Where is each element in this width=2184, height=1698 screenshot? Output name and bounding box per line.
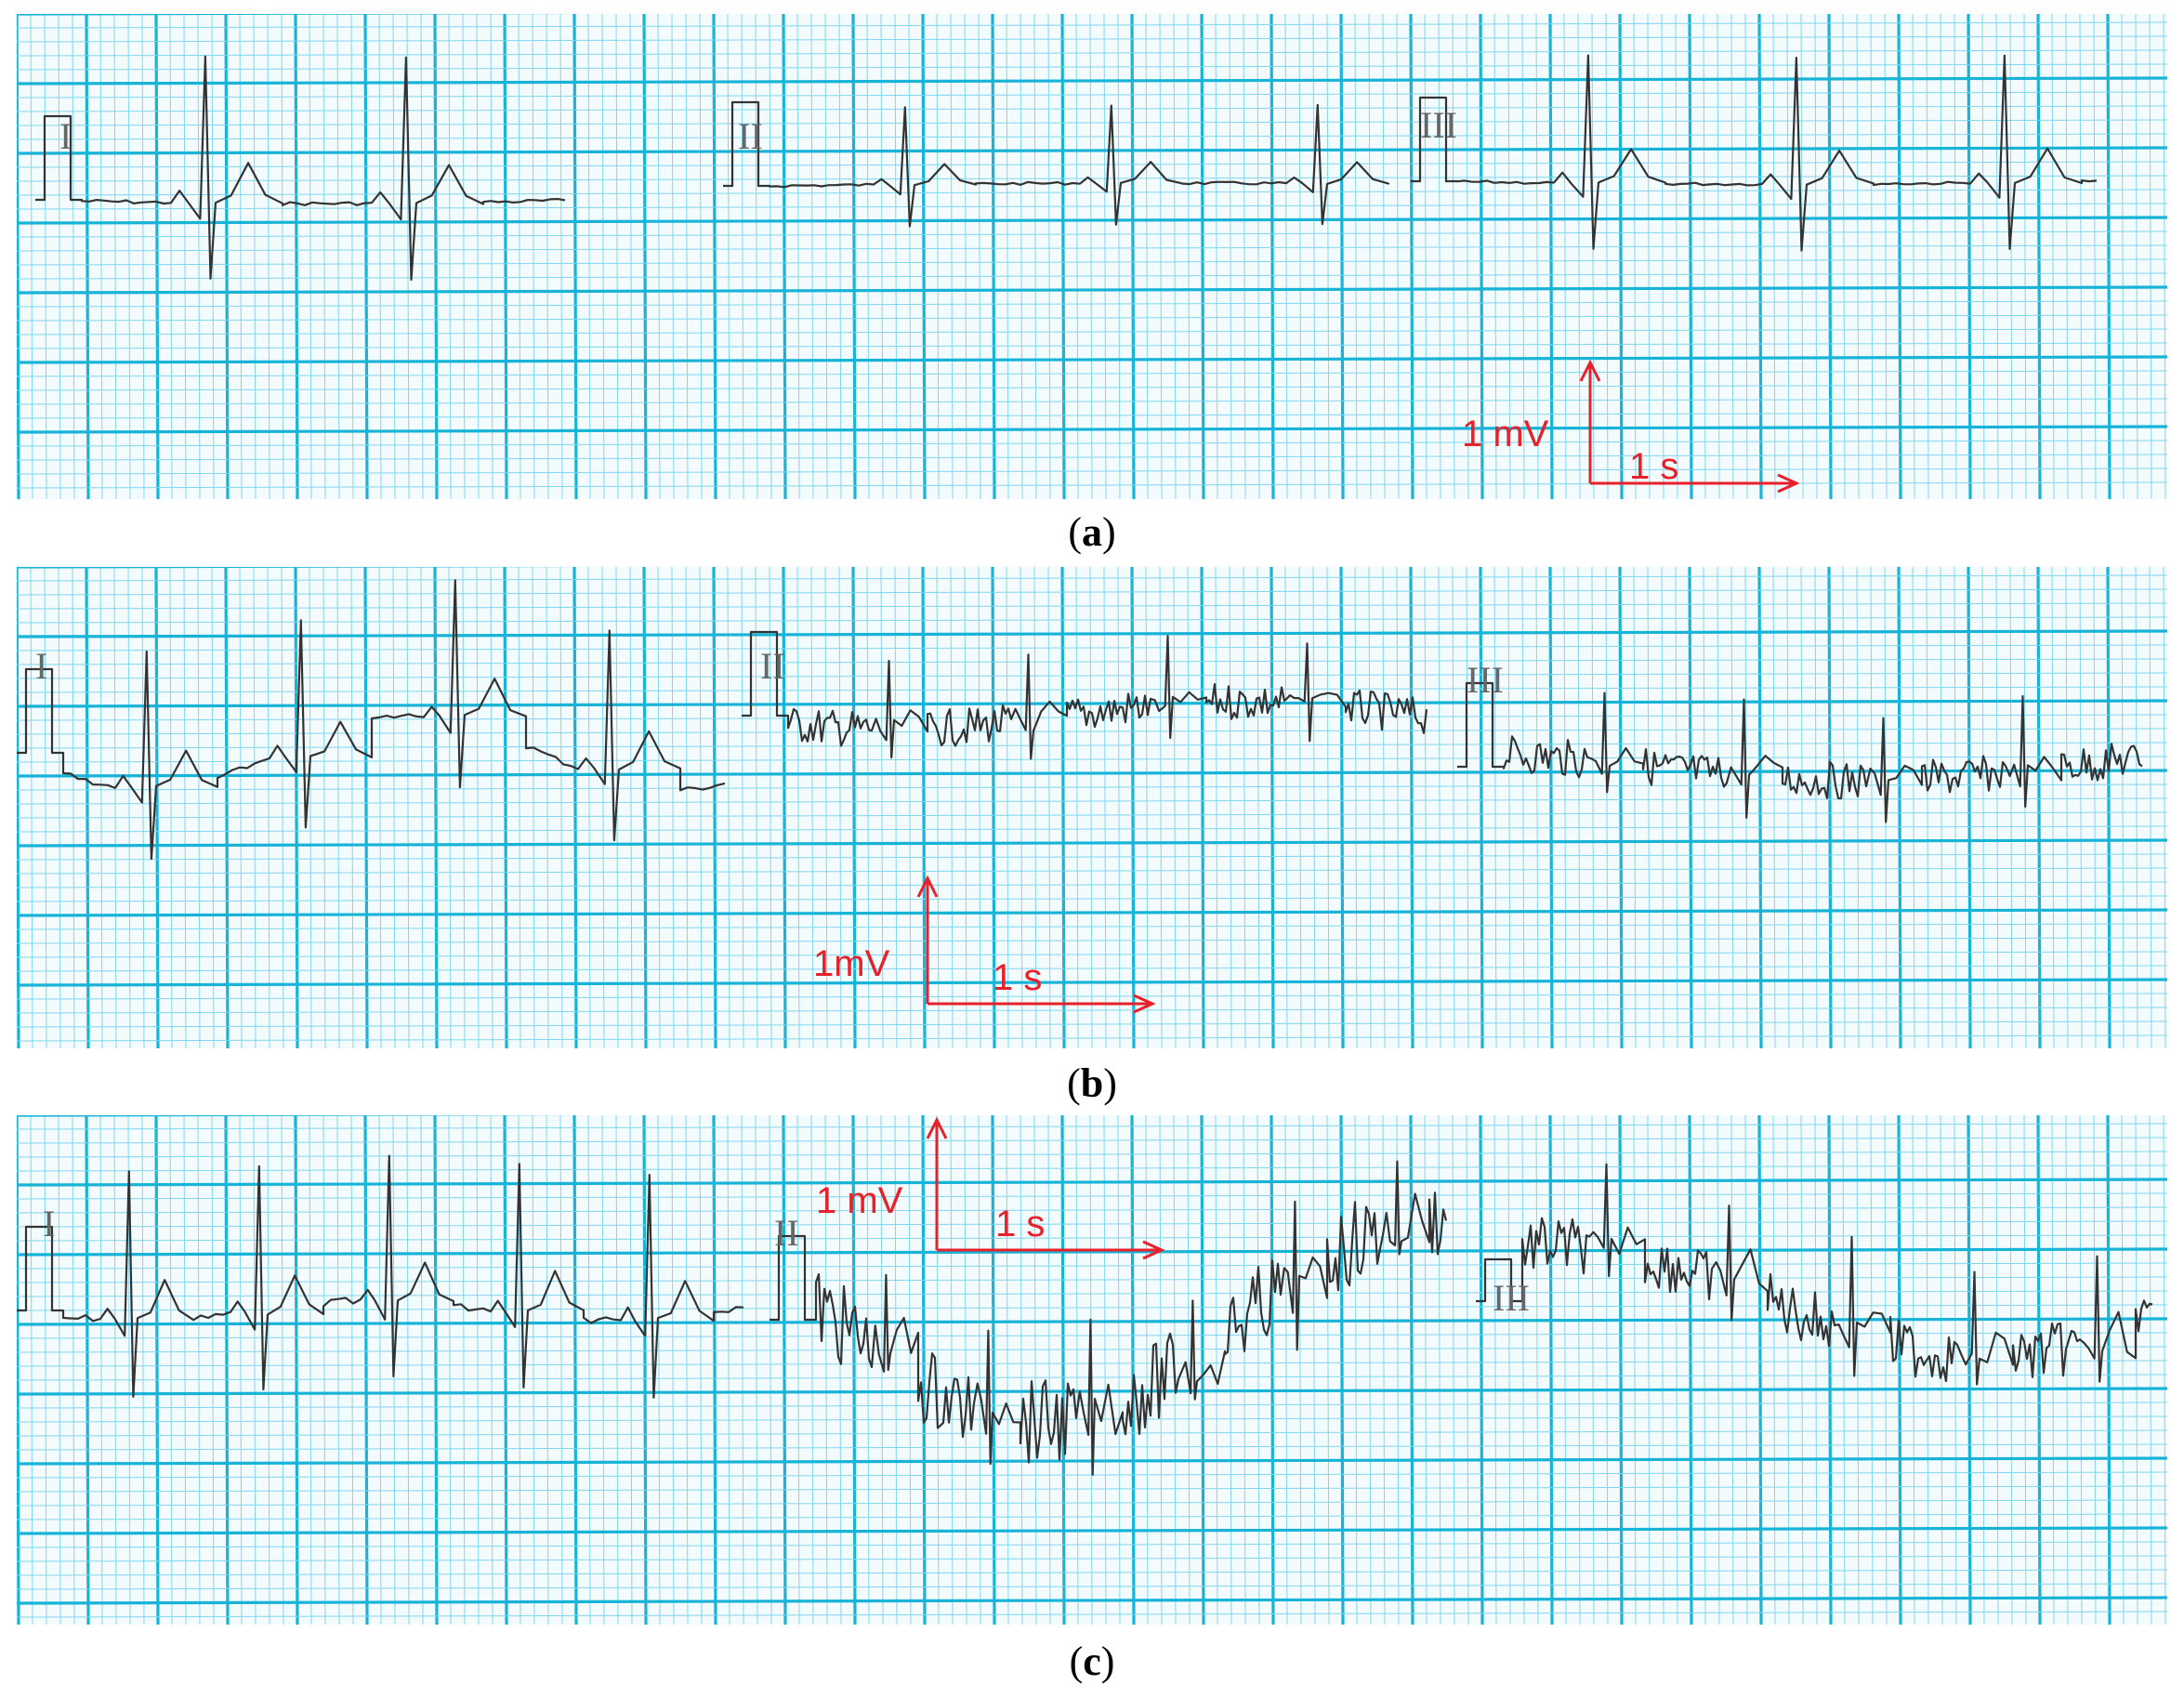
scale-time-label: 1 s (995, 1204, 1045, 1244)
ecg-trace-a (35, 54, 2098, 282)
lead-label-I: I (35, 645, 47, 687)
scale-bar-a: 1 mV 1 s (1462, 359, 1800, 494)
ecg-strip-c-svg: I II III 1 mV 1 s (17, 1115, 2167, 1625)
lead-label-III: III (1420, 104, 1457, 146)
ecg-strip-a-svg: I II III 1 mV 1 s (17, 14, 2167, 499)
scale-voltage-label: 1 mV (816, 1180, 903, 1221)
lead-label-II: II (738, 115, 763, 157)
ecg-grid-b (17, 567, 2167, 1048)
lead-label-II: II (774, 1212, 799, 1254)
scale-voltage-label: 1mV (813, 943, 890, 984)
ecg-trace-c (17, 1154, 2153, 1476)
caption-c: (c) (1069, 1639, 1115, 1684)
lead-label-I: I (59, 115, 72, 157)
ecg-grid-a (17, 14, 2167, 499)
scale-bar-b: 1mV 1 s (813, 875, 1156, 1014)
scale-voltage-label: 1 mV (1462, 414, 1549, 454)
scale-bar-c: 1 mV 1 s (816, 1116, 1165, 1260)
lead-label-III: III (1467, 659, 1504, 701)
ecg-strip-b: I II III 1mV 1 s (17, 567, 2167, 1048)
lead-label-II: II (760, 645, 785, 687)
scale-time-label: 1 s (1629, 446, 1678, 487)
ecg-strip-a: I II III 1 mV 1 s (17, 14, 2167, 499)
scale-time-label: 1 s (993, 957, 1042, 998)
ecg-trace-b (17, 579, 2143, 861)
caption-a: (a) (1068, 509, 1116, 555)
lead-label-I: I (43, 1203, 55, 1244)
ecg-strip-b-svg: I II III 1mV 1 s (17, 567, 2167, 1048)
lead-label-III: III (1493, 1277, 1530, 1319)
caption-b: (b) (1067, 1060, 1117, 1106)
ecg-strip-c: I II III 1 mV 1 s (17, 1115, 2167, 1625)
